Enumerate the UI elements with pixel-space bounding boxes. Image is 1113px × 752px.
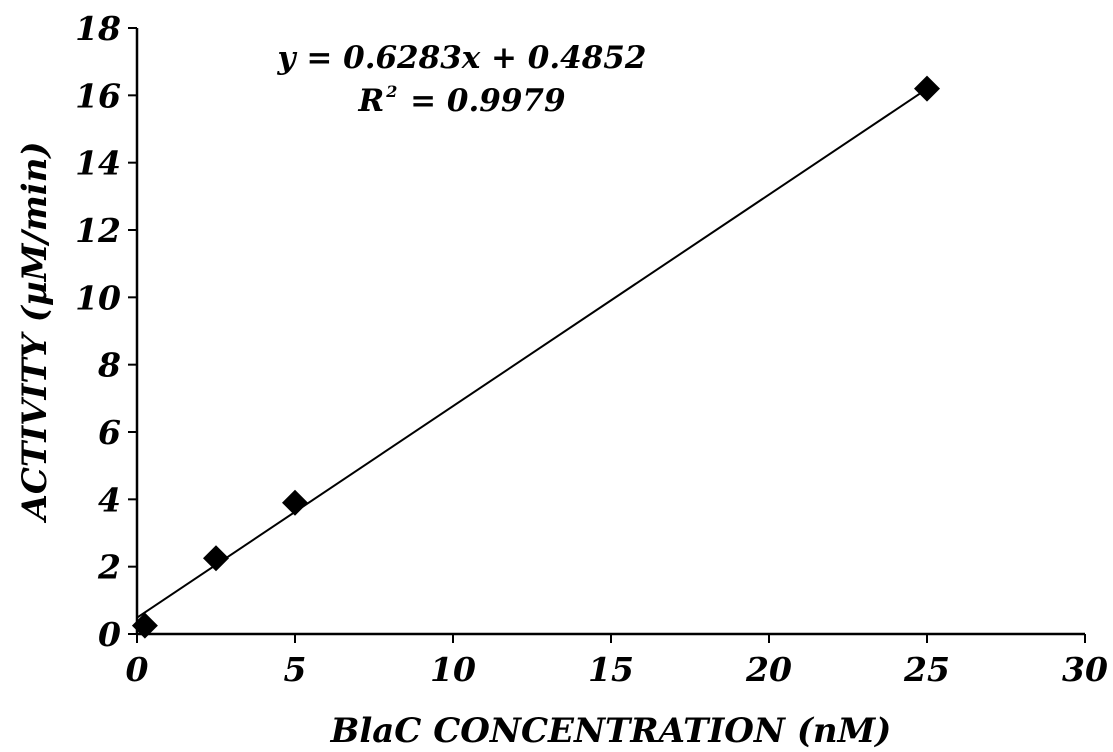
regression-equation: y = 0.6283x + 0.4852 (277, 40, 647, 76)
x-tick-label: 15 (588, 650, 634, 689)
x-axis-title: BlaC CONCENTRATION (nM) (330, 711, 892, 751)
x-ticks: 0 5 10 15 20 25 30 (126, 634, 1108, 689)
y-tick-label: 4 (98, 480, 121, 519)
x-tick-label: 10 (430, 650, 476, 689)
y-tick-label: 10 (75, 278, 121, 317)
data-point (914, 75, 940, 102)
y-axis-title: ACTIVITY (µM/min) (15, 141, 55, 523)
data-points (131, 75, 940, 639)
y-tick-label: 16 (75, 76, 121, 115)
x-tick-label: 5 (284, 650, 307, 689)
trendline-layer (136, 88, 928, 619)
trendline (136, 88, 928, 619)
y-tick-label: 14 (75, 144, 121, 183)
axes (135, 28, 1085, 636)
r2-value: = 0.9979 (399, 83, 565, 119)
y-tick-label: 12 (75, 211, 121, 250)
y-tick-label: 6 (98, 413, 121, 452)
y-tick-label: 8 (97, 346, 121, 385)
r2-label: R (357, 83, 384, 119)
x-tick-label: 30 (1062, 650, 1108, 689)
r2-superscript: 2 (385, 82, 397, 101)
y-tick-label: 0 (98, 615, 121, 654)
x-tick-label: 25 (903, 650, 950, 689)
data-point (131, 612, 158, 639)
y-ticks: 0 2 4 6 8 10 12 14 16 18 (75, 9, 137, 654)
x-tick-label: 0 (126, 650, 149, 689)
y-tick-label: 18 (75, 9, 121, 48)
x-tick-label: 20 (745, 650, 792, 689)
data-point (203, 545, 229, 572)
data-point (282, 489, 308, 516)
y-tick-label: 2 (97, 548, 121, 587)
